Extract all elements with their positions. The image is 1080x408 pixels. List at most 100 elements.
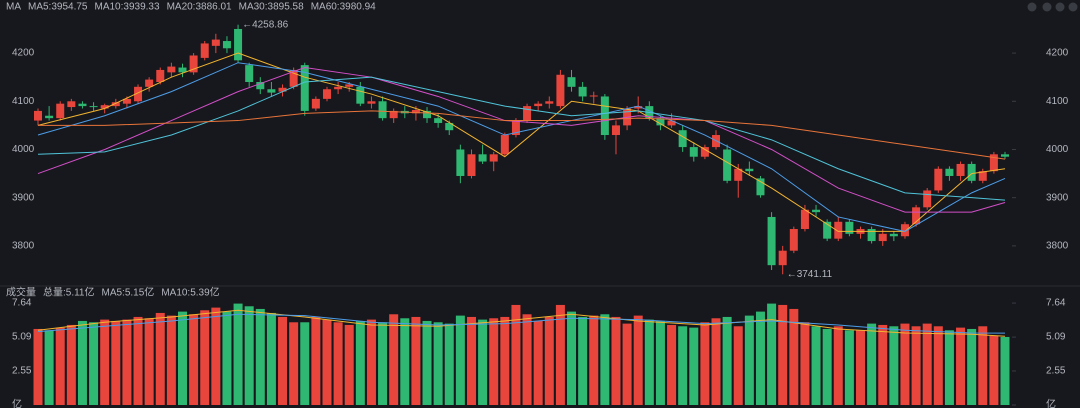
volume-bar	[956, 327, 966, 405]
volume-bar	[300, 322, 310, 405]
ma-line	[37, 76, 1006, 201]
volume-bar	[500, 316, 510, 405]
candle-body	[311, 98, 320, 109]
ma-line	[38, 110, 1006, 160]
volume-bar	[455, 315, 465, 405]
volume-bar	[389, 314, 399, 405]
volume-bar	[122, 319, 132, 405]
volume-bar	[233, 303, 243, 405]
button[interactable]	[1068, 2, 1078, 12]
candle-body	[289, 69, 298, 87]
toolbar	[1027, 2, 1078, 12]
volume-bar	[767, 303, 777, 405]
candle-body	[523, 106, 532, 121]
volume-bar	[711, 318, 721, 405]
volume-bar	[644, 319, 654, 405]
volume-bar	[322, 319, 332, 405]
candle-body	[689, 147, 698, 157]
volume-bar	[856, 330, 866, 405]
candle-body	[434, 118, 443, 123]
candle-body	[478, 154, 487, 162]
volume-bar	[189, 314, 199, 405]
candle-body	[189, 55, 198, 73]
candle-body	[867, 229, 876, 242]
candle-body	[389, 110, 398, 119]
candle-body	[678, 130, 687, 148]
volume-bar	[922, 323, 932, 405]
volume-bar	[244, 306, 254, 405]
candle-body	[589, 95, 598, 97]
volume-bar	[411, 316, 421, 405]
candle-body	[345, 84, 354, 87]
candle-body	[667, 120, 676, 126]
candle-body	[167, 66, 176, 73]
candle-body	[600, 96, 609, 136]
volume-bar	[433, 322, 443, 405]
volume-bar	[289, 322, 299, 405]
candle-body	[1001, 154, 1009, 157]
legend-entry: MA	[6, 2, 21, 13]
candle-body	[200, 43, 209, 58]
y-tick-label: 5.09	[12, 332, 32, 343]
legend-entry: 总量:5.11亿	[43, 286, 95, 299]
candle-body	[156, 69, 165, 82]
candle-body	[700, 147, 709, 157]
y-tick-label: 3900	[12, 192, 35, 203]
candle-body	[956, 163, 965, 176]
volume-bar	[311, 316, 321, 405]
y-tick-label: 3800	[1046, 241, 1069, 252]
candle-body	[912, 207, 921, 225]
candle-body	[823, 221, 832, 239]
candle-body	[378, 101, 387, 119]
volume-bar	[66, 324, 76, 405]
volume-bar	[944, 330, 954, 405]
annotation: ←4258.86	[242, 19, 289, 30]
volume-bar	[822, 328, 832, 405]
candle-body	[767, 216, 776, 266]
candle-body	[545, 101, 554, 104]
volume-bar	[422, 320, 432, 405]
candle-body	[834, 221, 843, 239]
volume-bar	[400, 318, 410, 405]
candle-body	[356, 86, 365, 104]
candle-body	[445, 122, 454, 131]
volume-bar	[967, 328, 977, 405]
candle-body	[300, 65, 309, 111]
volume-bar	[611, 316, 621, 405]
candle-body	[222, 41, 231, 49]
volume-bar	[355, 320, 365, 405]
volume-bar	[211, 307, 221, 405]
volume-bar	[733, 326, 743, 405]
legend-entry: MA20:3886.01	[167, 2, 232, 13]
ma-line	[37, 62, 1006, 232]
volume-bar	[1000, 336, 1010, 405]
candle-body	[978, 171, 987, 181]
y-tick-label: 4100	[1046, 96, 1069, 107]
volume-bar	[878, 324, 888, 405]
candle-body	[111, 102, 120, 107]
y-tick-label: 亿	[1046, 398, 1056, 408]
y-tick-label: 7.64	[1046, 298, 1066, 309]
ma-line	[37, 309, 1006, 337]
candle-body	[489, 154, 498, 162]
button[interactable]	[1027, 2, 1037, 12]
candle-body	[100, 105, 109, 109]
candle-body	[745, 168, 754, 172]
button[interactable]	[1055, 2, 1065, 12]
volume-bar	[778, 304, 788, 405]
volume-bar	[166, 315, 176, 405]
volume-bar	[33, 328, 43, 405]
volume-bar	[867, 323, 877, 405]
volume-bar	[266, 312, 276, 405]
volume-bar	[366, 319, 376, 405]
button[interactable]	[1042, 2, 1052, 12]
volume-bar	[589, 315, 599, 405]
volume-bar	[522, 314, 532, 405]
candle-body	[945, 168, 954, 176]
volume-bar	[789, 308, 799, 405]
volume-bar	[600, 314, 610, 405]
volume-bar	[489, 318, 499, 405]
volume-bar	[155, 312, 165, 405]
candle-body	[78, 103, 87, 107]
